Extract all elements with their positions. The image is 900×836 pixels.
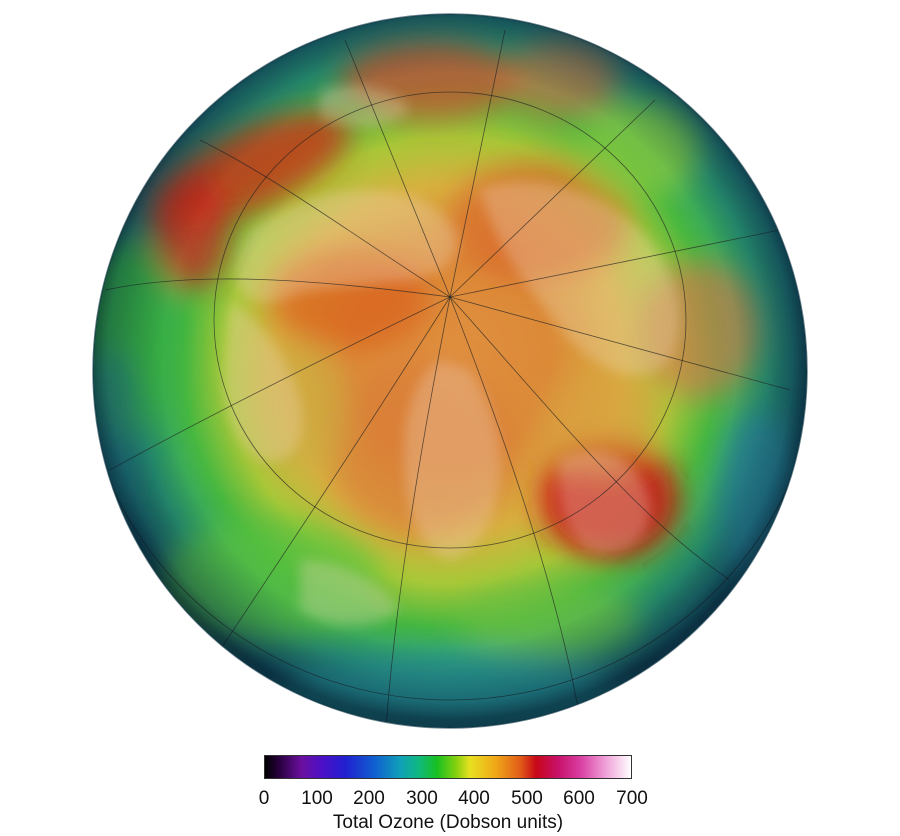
colorbar-tick-label: 600 [563, 788, 595, 809]
ozone-globe-svg [92, 13, 808, 729]
colorbar-title: Total Ozone (Dobson units) [332, 812, 564, 833]
colorbar-tick-label: 500 [511, 788, 543, 809]
ozone-globe-map [92, 13, 808, 729]
colorbar-tick-label: 200 [353, 788, 385, 809]
colorbar-tick-label: 400 [458, 788, 490, 809]
colorbar [264, 755, 632, 779]
colorbar-tick-label: 100 [301, 788, 333, 809]
colorbar-tick-label: 0 [258, 788, 270, 809]
globe-outline [92, 13, 808, 729]
colorbar-tick-label: 300 [406, 788, 438, 809]
globe-surface [93, 14, 807, 728]
globe-shading [93, 14, 807, 728]
colorbar-tick-label: 700 [616, 788, 648, 809]
